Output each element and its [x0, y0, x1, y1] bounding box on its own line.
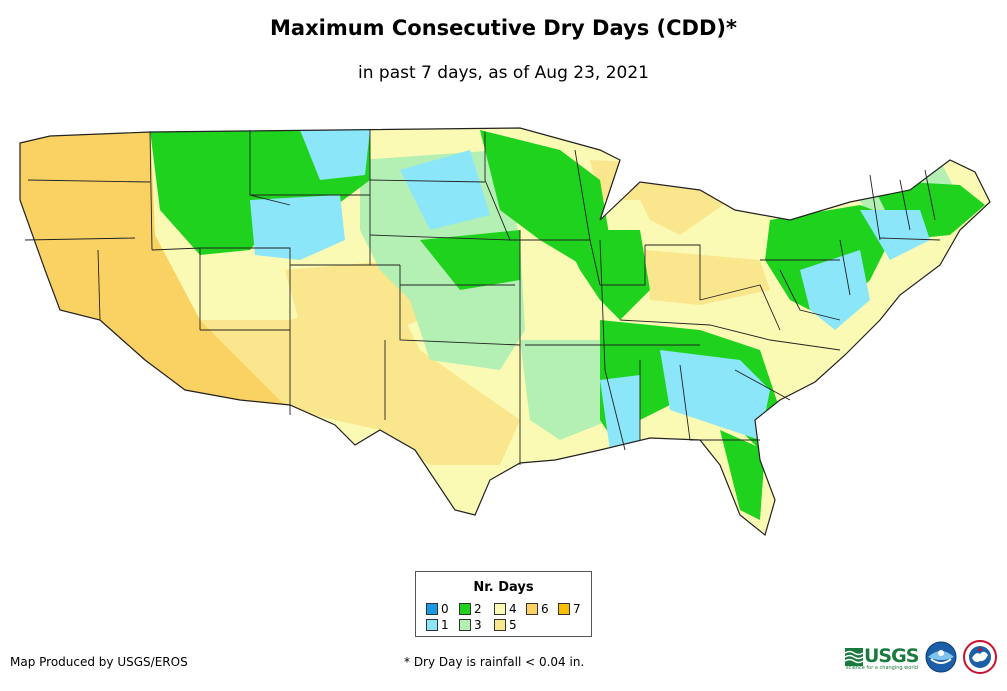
usgs-logo: USGS science for a changing world: [845, 645, 920, 671]
legend-label: 4: [509, 602, 517, 616]
legend-label: 7: [573, 602, 581, 616]
legend-swatch: [459, 603, 471, 615]
legend-swatch: [426, 619, 438, 631]
legend-swatch: [459, 619, 471, 631]
usgs-tagline: science for a changing world: [846, 665, 918, 671]
legend-title: Nr. Days: [473, 580, 534, 595]
us-cdd-map: [19, 127, 991, 537]
legend: Nr. Days 0 1 2 3 4 5 6 7: [415, 571, 592, 637]
usgs-waves-icon: [845, 648, 863, 666]
legend-swatch: [526, 603, 538, 615]
legend-label: 0: [441, 602, 449, 616]
legend-swatch: [494, 619, 506, 631]
legend-swatch: [494, 603, 506, 615]
us-outline: [19, 127, 991, 537]
legend-label: 1: [441, 618, 449, 632]
legend-label: 2: [474, 602, 482, 616]
state-borders: [24, 130, 941, 465]
nws-logo-icon: [963, 640, 997, 674]
legend-swatch: [426, 603, 438, 615]
credit-text: Map Produced by USGS/EROS: [10, 655, 188, 669]
legend-label: 6: [541, 602, 549, 616]
map-subtitle: in past 7 days, as of Aug 23, 2021: [358, 63, 649, 83]
legend-label: 5: [509, 618, 517, 632]
legend-label: 3: [474, 618, 482, 632]
footnote-text: * Dry Day is rainfall < 0.04 in.: [404, 655, 585, 669]
usgs-logo-text: USGS: [864, 645, 919, 667]
noaa-logo-icon: [925, 641, 957, 673]
map-title: Maximum Consecutive Dry Days (CDD)*: [270, 16, 737, 40]
legend-swatch: [558, 603, 570, 615]
